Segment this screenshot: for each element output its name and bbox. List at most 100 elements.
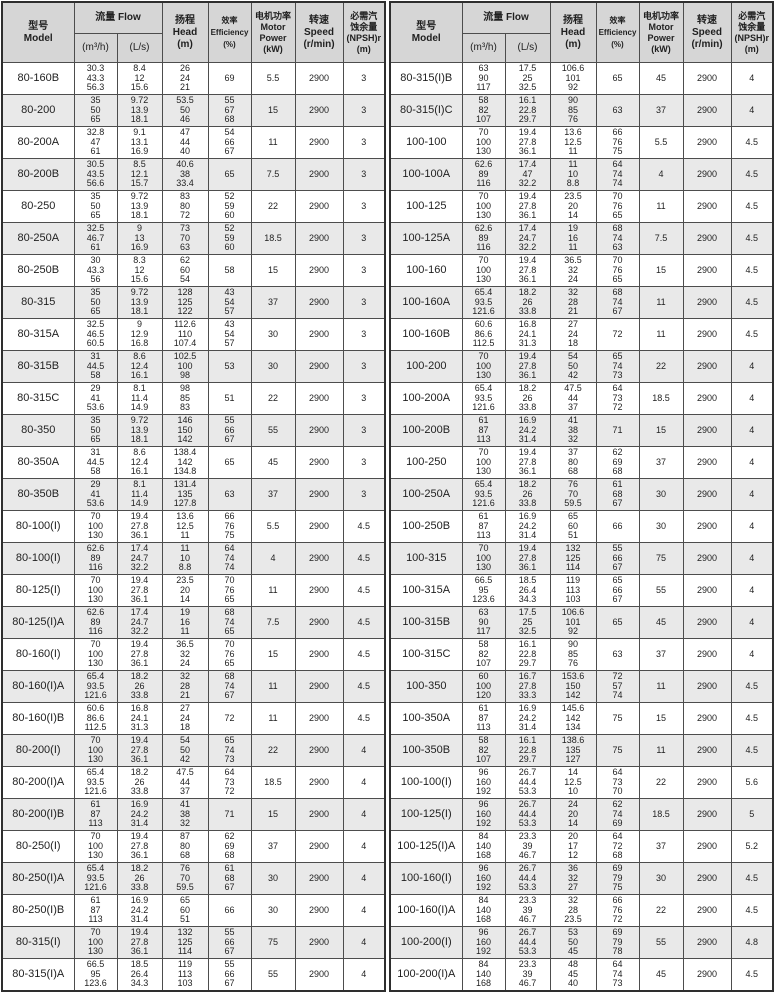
table-header: 型号 Model 流量 Flow 扬程 Head (m) 效率 Efficien…	[389, 1, 774, 63]
cell-speed: 2900	[294, 542, 344, 575]
cell-model: 100-200A	[389, 382, 463, 415]
cell-speed: 2900	[682, 190, 732, 223]
cell-efficiency: 55 66 67	[207, 926, 252, 959]
cell-flow-m3h: 96 160 192	[461, 862, 506, 895]
cell-npsh: 4	[730, 446, 774, 479]
cell-flow-ls: 19.4 27.8 36.1	[116, 574, 163, 607]
cell-speed: 2900	[294, 894, 344, 927]
table-row: 80-315B 31 44.5 58 8.6 12.4 16.1 102.5 100 …	[1, 350, 386, 383]
cell-efficiency: 66 76 72	[595, 894, 640, 927]
table-row: 80-250B 30 43.3 56 8.3 12 15.6 62 60 54 58 15…	[1, 254, 386, 287]
table-row: 80-315A 32.5 46.5 60.5 9 12.9 16.8 112.6 11…	[1, 318, 386, 351]
cell-speed: 2900	[682, 222, 732, 255]
header-efficiency: 效率 Efficiency (%)	[207, 1, 252, 63]
cell-model: 100-250	[389, 446, 463, 479]
table-row: 80-100(I) 62.6 89 116 17.4 24.7 32.2 11 10 …	[1, 542, 386, 575]
header-flow: 流量 Flow	[73, 1, 163, 34]
cell-motor-power: 7.5	[250, 158, 296, 191]
cell-flow-m3h: 62.6 89 116	[73, 606, 118, 639]
table-row: 100-160 70 100 130 19.4 27.8 36.1 36.5 32 2…	[389, 254, 774, 287]
pump-table-right: 型号 Model 流量 Flow 扬程 Head (m) 效率 Efficien…	[389, 1, 774, 992]
cell-efficiency: 66 76 75	[207, 510, 252, 543]
cell-efficiency: 65	[207, 446, 252, 479]
cell-speed: 2900	[682, 798, 732, 831]
cell-flow-m3h: 61 87 113	[461, 414, 506, 447]
cell-model: 80-315A	[1, 318, 75, 351]
cell-flow-m3h: 30 43.3 56	[73, 254, 118, 287]
cell-head: 98 85 83	[161, 382, 209, 415]
table-row: 80-350B 29 41 53.6 8.1 11.4 14.9 131.4 135 …	[1, 478, 386, 511]
cell-speed: 2900	[294, 510, 344, 543]
cell-efficiency: 64 74 73	[595, 958, 640, 992]
cell-flow-m3h: 66.5 95 123.6	[73, 958, 118, 992]
cell-head: 26 24 21	[161, 62, 209, 95]
cell-motor-power: 15	[638, 702, 684, 735]
cell-flow-ls: 16.1 22.8 29.7	[504, 734, 551, 767]
cell-flow-ls: 19.4 27.8 36.1	[116, 510, 163, 543]
cell-npsh: 3	[342, 190, 386, 223]
cell-npsh: 4.5	[730, 286, 774, 319]
table-row: 80-200A 32.8 47 61 9.1 13.1 16.9 47 44 40 54…	[1, 126, 386, 159]
header-speed: 转速 Speed (r/min)	[682, 1, 732, 63]
cell-efficiency: 54 66 67	[207, 126, 252, 159]
cell-flow-ls: 18.2 26 33.8	[504, 478, 551, 511]
cell-flow-m3h: 60.6 86.6 112.5	[73, 702, 118, 735]
cell-model: 100-350A	[389, 702, 463, 735]
cell-speed: 2900	[682, 542, 732, 575]
cell-model: 100-160(I)	[389, 862, 463, 895]
cell-npsh: 4.5	[730, 190, 774, 223]
table-row: 80-160(I)A 65.4 93.5 121.6 18.2 26 33.8 32 …	[1, 670, 386, 703]
cell-npsh: 4	[342, 926, 386, 959]
cell-motor-power: 11	[638, 670, 684, 703]
cell-speed: 2900	[682, 702, 732, 735]
cell-flow-ls: 18.2 26 33.8	[116, 670, 163, 703]
cell-flow-m3h: 70 100 130	[73, 734, 118, 767]
cell-model: 100-315B	[389, 606, 463, 639]
cell-npsh: 3	[342, 286, 386, 319]
cell-flow-m3h: 65.4 93.5 121.6	[461, 478, 506, 511]
cell-head: 37 80 68	[549, 446, 597, 479]
cell-head: 65 60 51	[161, 894, 209, 927]
cell-efficiency: 68 74 63	[595, 222, 640, 255]
cell-flow-m3h: 65.4 93.5 121.6	[73, 766, 118, 799]
cell-npsh: 4.5	[730, 126, 774, 159]
cell-speed: 2900	[682, 670, 732, 703]
cell-model: 100-315C	[389, 638, 463, 671]
cell-flow-ls: 19.4 27.8 36.1	[504, 254, 551, 287]
header-motor-power: 电机功率 Motor Power (kW)	[638, 1, 684, 63]
table-row: 80-100(I) 70 100 130 19.4 27.8 36.1 13.6 12…	[1, 510, 386, 543]
header-model: 型号 Model	[1, 1, 75, 63]
cell-flow-m3h: 60 100 120	[461, 670, 506, 703]
cell-head: 27 24 18	[161, 702, 209, 735]
cell-efficiency: 72 57 74	[595, 670, 640, 703]
header-flow-unit-m3h: (m³/h)	[461, 33, 506, 63]
cell-flow-m3h: 61 87 113	[461, 510, 506, 543]
cell-speed: 2900	[682, 926, 732, 959]
cell-motor-power: 11	[250, 702, 296, 735]
cell-motor-power: 11	[250, 126, 296, 159]
cell-flow-m3h: 84 140 168	[461, 894, 506, 927]
cell-head: 76 70 59.5	[161, 862, 209, 895]
cell-speed: 2900	[294, 926, 344, 959]
cell-head: 102.5 100 98	[161, 350, 209, 383]
cell-model: 100-200(I)	[389, 926, 463, 959]
cell-flow-ls: 9.72 13.9 18.1	[116, 190, 163, 223]
cell-npsh: 4	[730, 478, 774, 511]
cell-efficiency: 63	[207, 478, 252, 511]
cell-motor-power: 15	[250, 638, 296, 671]
cell-motor-power: 75	[638, 542, 684, 575]
table-row: 100-350 60 100 120 16.7 27.8 33.3 153.6 150…	[389, 670, 774, 703]
cell-head: 11 10 8.8	[161, 542, 209, 575]
cell-flow-m3h: 35 50 65	[73, 190, 118, 223]
cell-motor-power: 15	[250, 94, 296, 127]
cell-flow-ls: 19.4 27.8 36.1	[504, 190, 551, 223]
cell-npsh: 4	[342, 958, 386, 992]
cell-model: 80-200(I)A	[1, 766, 75, 799]
cell-flow-ls: 19.4 27.8 36.1	[116, 734, 163, 767]
cell-flow-m3h: 70 100 130	[461, 446, 506, 479]
cell-speed: 2900	[294, 126, 344, 159]
cell-motor-power: 4	[250, 542, 296, 575]
cell-npsh: 4.5	[730, 862, 774, 895]
cell-efficiency: 70 76 65	[595, 254, 640, 287]
cell-head: 53.5 50 46	[161, 94, 209, 127]
